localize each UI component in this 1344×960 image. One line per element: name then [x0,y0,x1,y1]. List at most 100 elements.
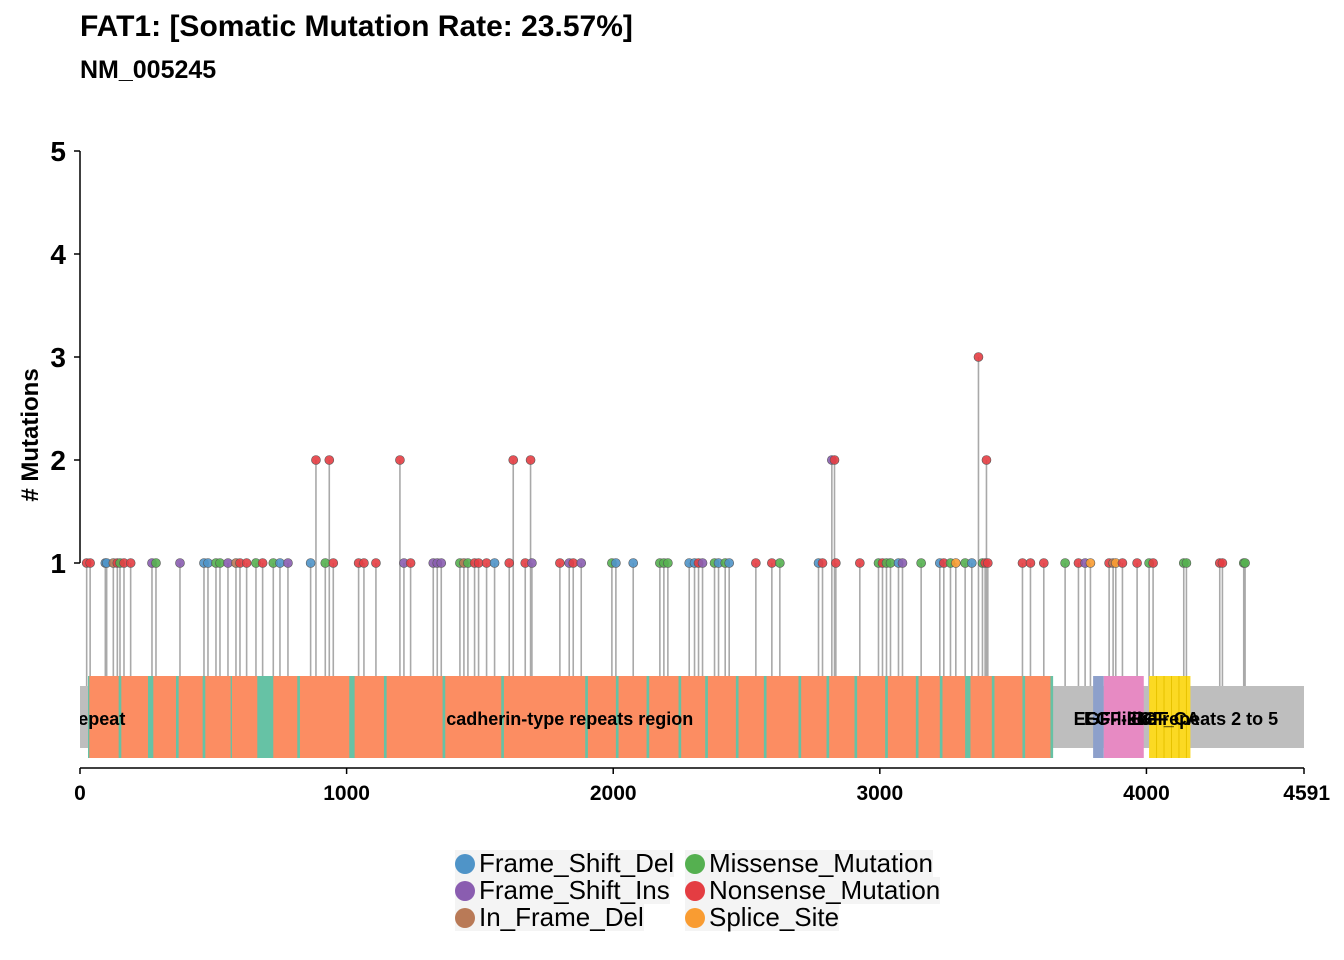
mutation-point [981,455,992,465]
mutation-point [611,558,621,568]
x-tick-label: 3000 [856,782,903,805]
mutation-point [829,455,840,465]
protein-track: erin_repeat cadherin-type repeats region E… [28,676,1304,758]
cadherin-repeat [503,676,586,758]
domain-label: EGF [1132,709,1169,729]
mutation-point [311,455,321,465]
mutation-point [751,558,761,568]
legend-label: Splice_Site [709,902,840,932]
cadherin-repeat [970,676,992,758]
y-tick-label: 3 [50,342,66,373]
mutation-point [283,558,293,568]
mutation-point [1085,558,1096,568]
y-tick-label: 4 [50,239,66,270]
cadherin-repeat [178,676,203,758]
legend-swatch [685,907,705,928]
legend-item: Nonsense_Mutation [685,875,941,905]
cadherin-repeat [766,676,799,758]
mutation-point [215,558,225,568]
legend-item: Missense_Mutation [685,848,933,878]
mutation-point [527,558,537,568]
mutation-point [328,558,339,568]
legend-label: Frame_Shift_Ins [479,875,670,905]
mutation-point [1117,558,1128,568]
legend-item: In_Frame_Del [455,902,644,932]
mutation-point [973,352,984,362]
domain-label: EGF_CA [1127,709,1200,729]
cadherin-repeat [121,676,148,758]
cadherin-repeat [445,676,502,758]
domain-label: erin_repeat [28,709,125,729]
mutation-point [1217,558,1228,568]
chart-title: FAT1: [Somatic Mutation Rate: 23.57%] [80,10,633,43]
protein-domain [1093,676,1104,758]
mutation-point [371,558,381,568]
cadherin-repeat [299,676,350,758]
legend-label: Missense_Mutation [709,848,933,878]
mutation-point [885,558,896,568]
cadherin-repeat [857,676,886,758]
cadherin-repeat [273,676,298,758]
cadherin-repeat [618,676,647,758]
domain-label: EGF-like [1074,709,1147,729]
cadherin-repeat [205,676,231,758]
mutation-point [525,455,536,465]
mutation-point [508,455,519,465]
mutation-point [85,558,95,568]
cadherin-repeat [707,676,736,758]
mutation-point [568,558,579,568]
mutation-point [831,558,841,568]
cadherin-repeat [386,676,443,758]
cadherin-repeat [649,676,679,758]
mutation-point [241,558,252,568]
cadherin-repeat [994,676,1023,758]
x-tick-label: 0 [74,782,86,805]
mutation-point [405,558,416,568]
mutation-point [576,558,587,568]
mutation-point [481,558,492,568]
mutation-points [81,352,1250,568]
legend-label: In_Frame_Del [479,902,644,932]
cadherin-repeat [942,676,966,758]
legend-swatch [685,853,705,874]
mutation-point [663,558,673,568]
legend-item: Frame_Shift_Ins [455,875,670,905]
cadherin-repeat [89,676,119,758]
mutation-point [151,558,161,568]
legend-swatch [455,907,475,928]
y-tick-label: 1 [50,548,66,579]
legend-item: Frame_Shift_Del [455,848,675,878]
domain-labels: erin_repeat cadherin-type repeats region E… [28,709,1278,729]
mutation-point [1132,558,1142,568]
mutation-point [175,558,185,568]
mutation-point [897,558,908,568]
mutation-point [203,558,213,568]
domain-label: EGF-like repeats 2 to 5 [1084,709,1278,729]
mutation-point [359,558,369,568]
cadherin-repeat [918,676,940,758]
mutation-point [257,558,268,568]
y-tick-label: 2 [50,445,66,476]
y-axis-title: # Mutations [17,368,44,501]
cadherin-repeat [231,676,258,758]
mutation-point [1017,558,1028,568]
mutation-point [855,558,865,568]
mutation-point [697,558,708,568]
chart-subtitle: NM_005245 [80,56,217,84]
cadherin-repeat [153,676,176,758]
mutation-point [223,558,233,568]
mutation-point [724,558,734,568]
mutation-point [125,558,136,568]
legend-item: Splice_Site [685,902,840,932]
mutation-point [305,558,316,568]
mutation-point [767,558,777,568]
cadherin-repeat [354,676,384,758]
mutation-point [324,455,335,465]
mutation-point [1025,558,1036,568]
cadherin-repeat [829,676,855,758]
mutation-point [473,558,484,568]
mutation-point [1038,558,1049,568]
protein-domain [1149,676,1191,758]
mutation-point [967,558,977,568]
